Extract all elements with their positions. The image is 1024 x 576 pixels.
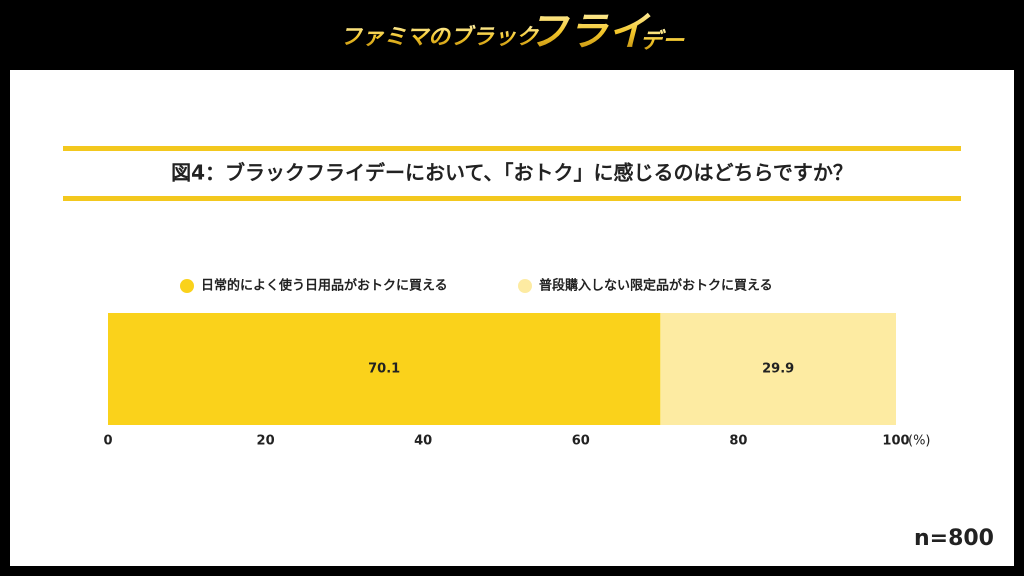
x-tick-label: 40 [414, 434, 432, 449]
x-tick-label: 80 [729, 434, 747, 449]
logo-part: フライ [528, 9, 651, 55]
logo-part: デー [640, 28, 685, 54]
title-rule [63, 146, 961, 151]
legend-label: 普段購入しない限定品がおトクに買える [539, 278, 773, 294]
legend-swatch [518, 279, 532, 293]
title-rule [63, 196, 961, 201]
legend-label: 日常的によく使う日用品がおトクに買える [201, 278, 448, 294]
bar-segment [108, 313, 661, 425]
logo-part: ファミマのブラック [340, 24, 540, 50]
legend-swatch [180, 279, 194, 293]
bar-segment [660, 313, 896, 425]
value-label: 70.1 [368, 362, 400, 377]
x-tick-label: 0 [103, 434, 112, 449]
x-tick-label: 60 [572, 434, 590, 449]
sample-size: n=800 [914, 526, 994, 551]
chart-title: 図4：ブラックフライデーにおいて、「おトク」に感じるのはどちらですか？ [171, 161, 853, 185]
x-unit: (%) [908, 434, 931, 449]
x-tick-label: 20 [257, 434, 275, 449]
x-tick-label: 100 [882, 434, 909, 449]
value-label: 29.9 [762, 362, 794, 377]
